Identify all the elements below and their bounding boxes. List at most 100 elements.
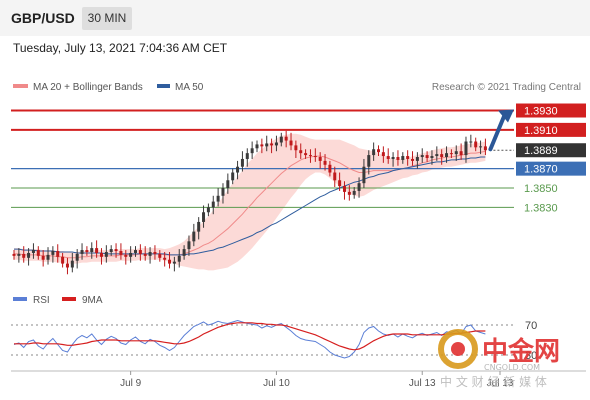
candle-body xyxy=(177,255,181,262)
candle-body xyxy=(172,261,176,264)
legend-label-ma20: MA 20 + Bollinger Bands xyxy=(33,82,143,93)
candle-body xyxy=(396,157,400,160)
candle-body xyxy=(474,141,478,148)
rsi-tick-label-70: 70 xyxy=(525,320,537,332)
candle-body xyxy=(406,156,410,159)
watermark-logo-icon xyxy=(438,329,478,369)
rsi-9ma-line xyxy=(14,322,486,351)
level-box-1.3870 xyxy=(516,161,586,176)
candle-body xyxy=(430,156,434,158)
credit-text: Research © 2021 Trading Central xyxy=(432,82,581,93)
watermark-logo-core-icon xyxy=(451,342,465,356)
candle-body xyxy=(12,253,16,256)
candle-body xyxy=(352,190,356,195)
candle-body xyxy=(236,166,240,173)
candle-body xyxy=(41,255,45,260)
candle-body xyxy=(114,249,118,252)
candle-body xyxy=(143,253,147,256)
level-label-1.3910: 1.3910 xyxy=(524,125,558,137)
price-legend: MA 20 + Bollinger Bands MA 50 Research ©… xyxy=(13,82,581,93)
legend-label-9ma: 9MA xyxy=(82,295,103,306)
candle-body xyxy=(304,153,308,156)
candle-body xyxy=(56,251,60,257)
x-tick-label: Jul 10 xyxy=(263,378,290,389)
candle-body xyxy=(469,141,473,143)
candle-body xyxy=(206,207,210,213)
candle-body xyxy=(483,146,487,151)
candle-body xyxy=(250,148,254,154)
candle-body xyxy=(313,156,317,158)
candle-body xyxy=(202,212,206,222)
candle-body xyxy=(347,191,351,195)
symbol-label: GBP/USD xyxy=(11,10,75,26)
candle-body xyxy=(420,155,424,158)
timeframe-button[interactable]: 30 MIN xyxy=(82,7,132,30)
candle-body xyxy=(464,141,468,156)
rsi-legend: RSI 9MA xyxy=(13,295,103,306)
candle-body xyxy=(158,253,162,258)
candle-body xyxy=(61,256,65,264)
candle-body xyxy=(226,180,230,189)
rsi-tick-label-30: 30 xyxy=(525,350,537,362)
candle-body xyxy=(129,252,133,257)
candle-body xyxy=(411,158,415,161)
candle-body xyxy=(197,221,201,232)
candle-body xyxy=(51,251,55,255)
candle-body xyxy=(270,143,274,146)
chart-header: GBP/USD 30 MIN xyxy=(0,0,590,36)
candle-body xyxy=(265,143,269,147)
candle-body xyxy=(372,149,376,156)
legend-label-rsi: RSI xyxy=(33,295,50,306)
watermark-url: CNGOLD.COM xyxy=(484,363,540,372)
candle-body xyxy=(231,172,235,181)
candle-body xyxy=(362,166,366,184)
candle-body xyxy=(31,250,35,253)
candle-body xyxy=(75,253,79,261)
candle-body xyxy=(216,195,220,202)
candle-body xyxy=(391,157,395,159)
projection-arrow-line xyxy=(488,114,506,152)
candle-body xyxy=(80,250,84,254)
watermark-tagline: 中 文 财 经 新 媒 体 xyxy=(440,374,547,389)
candle-body xyxy=(134,250,137,253)
candle-body xyxy=(138,250,142,254)
timestamp-label: Tuesday, July 13, 2021 7:04:36 AM CET xyxy=(13,41,228,55)
candle-body xyxy=(357,183,361,191)
candle-body xyxy=(308,155,312,157)
level-label-1.3870: 1.3870 xyxy=(524,164,558,176)
candle-body xyxy=(221,188,225,196)
rsi-line xyxy=(13,319,486,359)
x-tick-label: Jul 13 xyxy=(409,378,436,389)
candle-body xyxy=(338,180,342,187)
candle-body xyxy=(153,251,157,254)
candle-body xyxy=(425,155,429,158)
candle-body xyxy=(459,151,463,156)
level-label-1.3850: 1.3850 xyxy=(524,183,558,195)
legend-label-ma50: MA 50 xyxy=(175,82,204,93)
level-box-1.3910 xyxy=(516,122,586,137)
watermark: 中金网 CNGOLD.COM 中 文 财 经 新 媒 体 xyxy=(438,329,560,389)
candle-body xyxy=(333,172,337,181)
candle-body xyxy=(454,151,458,155)
bollinger-band xyxy=(14,133,486,271)
candle-body xyxy=(22,253,26,258)
candle-body xyxy=(109,249,113,252)
x-tick-label: Jul 13 xyxy=(487,378,514,389)
candle-body xyxy=(27,252,31,258)
candle-body xyxy=(289,140,293,146)
candle-body xyxy=(85,250,89,252)
candle-body xyxy=(104,251,108,257)
candle-body xyxy=(328,164,332,173)
candle-body xyxy=(415,157,419,161)
candle-body xyxy=(377,149,380,153)
candle-body xyxy=(211,201,215,208)
candle-body xyxy=(90,248,94,252)
candle-body xyxy=(401,156,405,160)
candle-body xyxy=(163,257,167,260)
candle-body xyxy=(260,144,264,147)
candle-body xyxy=(299,150,303,154)
candle-body xyxy=(95,248,99,253)
candle-body xyxy=(46,254,50,260)
level-label-1.3889: 1.3889 xyxy=(524,145,558,157)
